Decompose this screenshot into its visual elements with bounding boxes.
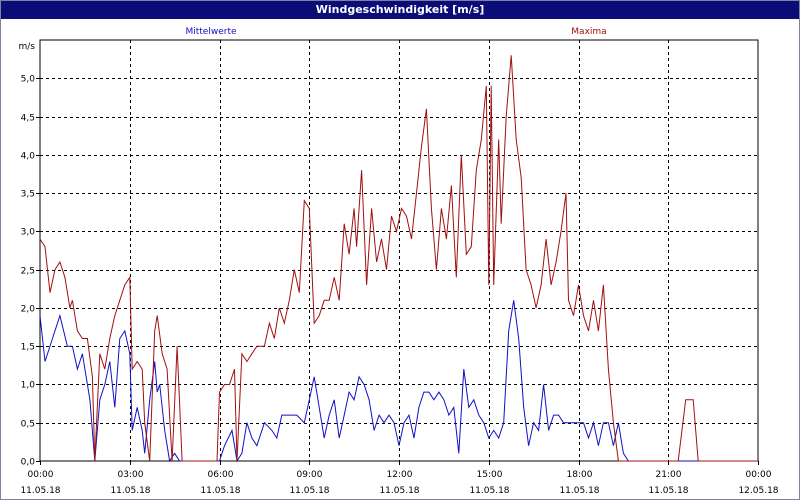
x-tick-time: 06:00 xyxy=(208,470,234,480)
x-tick-date: 11.05.18 xyxy=(469,486,509,496)
y-tick-label: 2,5 xyxy=(21,267,35,277)
x-tick-labels: 00:00 11.05.18 03:00 11.05.18 06:00 11.05.18 0… xyxy=(20,470,778,496)
x-tick-date: 11.05.18 xyxy=(648,486,688,496)
x-tick-date: 11.05.18 xyxy=(20,486,60,496)
y-tick-label: 4,5 xyxy=(21,114,35,124)
x-tick-time: 00:00 xyxy=(746,470,772,480)
x-tick-time: 15:00 xyxy=(477,470,503,480)
legend-maxima: Maxima xyxy=(571,27,606,37)
y-tick-label: 4,0 xyxy=(21,152,36,162)
x-tick-date: 11.05.18 xyxy=(559,486,599,496)
y-axis-label: m/s xyxy=(19,42,36,52)
series-line-mittelwerte xyxy=(39,300,758,463)
y-tick-label: 0,5 xyxy=(21,420,35,430)
x-tick-time: 21:00 xyxy=(656,470,682,480)
y-tick-label: 2,0 xyxy=(21,305,36,315)
y-tick-labels: 0,0 0,5 1,0 1,5 2,0 2,5 3,0 3,5 4,0 4,5 5,0 m/s xyxy=(19,42,36,468)
x-tick-time: 03:00 xyxy=(118,470,144,480)
y-tick-label: 5,0 xyxy=(21,75,36,85)
legend-mittelwerte: Mittelwerte xyxy=(185,27,236,37)
y-tick-label: 1,0 xyxy=(21,381,36,391)
y-tick-label: 1,5 xyxy=(21,343,35,353)
x-tick-date: 11.05.18 xyxy=(289,486,329,496)
x-tick-time: 18:00 xyxy=(567,470,593,480)
y-tick-label: 3,0 xyxy=(21,228,36,238)
x-tick-date: 11.05.18 xyxy=(110,486,150,496)
series-line-maxima xyxy=(39,55,758,462)
x-tick-date: 11.05.18 xyxy=(200,486,240,496)
series-lines xyxy=(39,55,758,463)
x-tick-time: 12:00 xyxy=(387,470,413,480)
x-tick-time: 00:00 xyxy=(28,470,54,480)
y-tick-label: 0,0 xyxy=(21,458,36,468)
y-tick-label: 3,5 xyxy=(21,190,35,200)
axes xyxy=(36,39,759,465)
grid-lines xyxy=(40,40,758,461)
x-tick-date: 11.05.18 xyxy=(379,486,419,496)
chart-title: Windgeschwindigkeit [m/s] xyxy=(1,1,799,19)
legend: Mittelwerte Maxima xyxy=(185,27,606,37)
x-tick-date: 12.05.18 xyxy=(738,486,778,496)
x-tick-time: 09:00 xyxy=(297,470,323,480)
